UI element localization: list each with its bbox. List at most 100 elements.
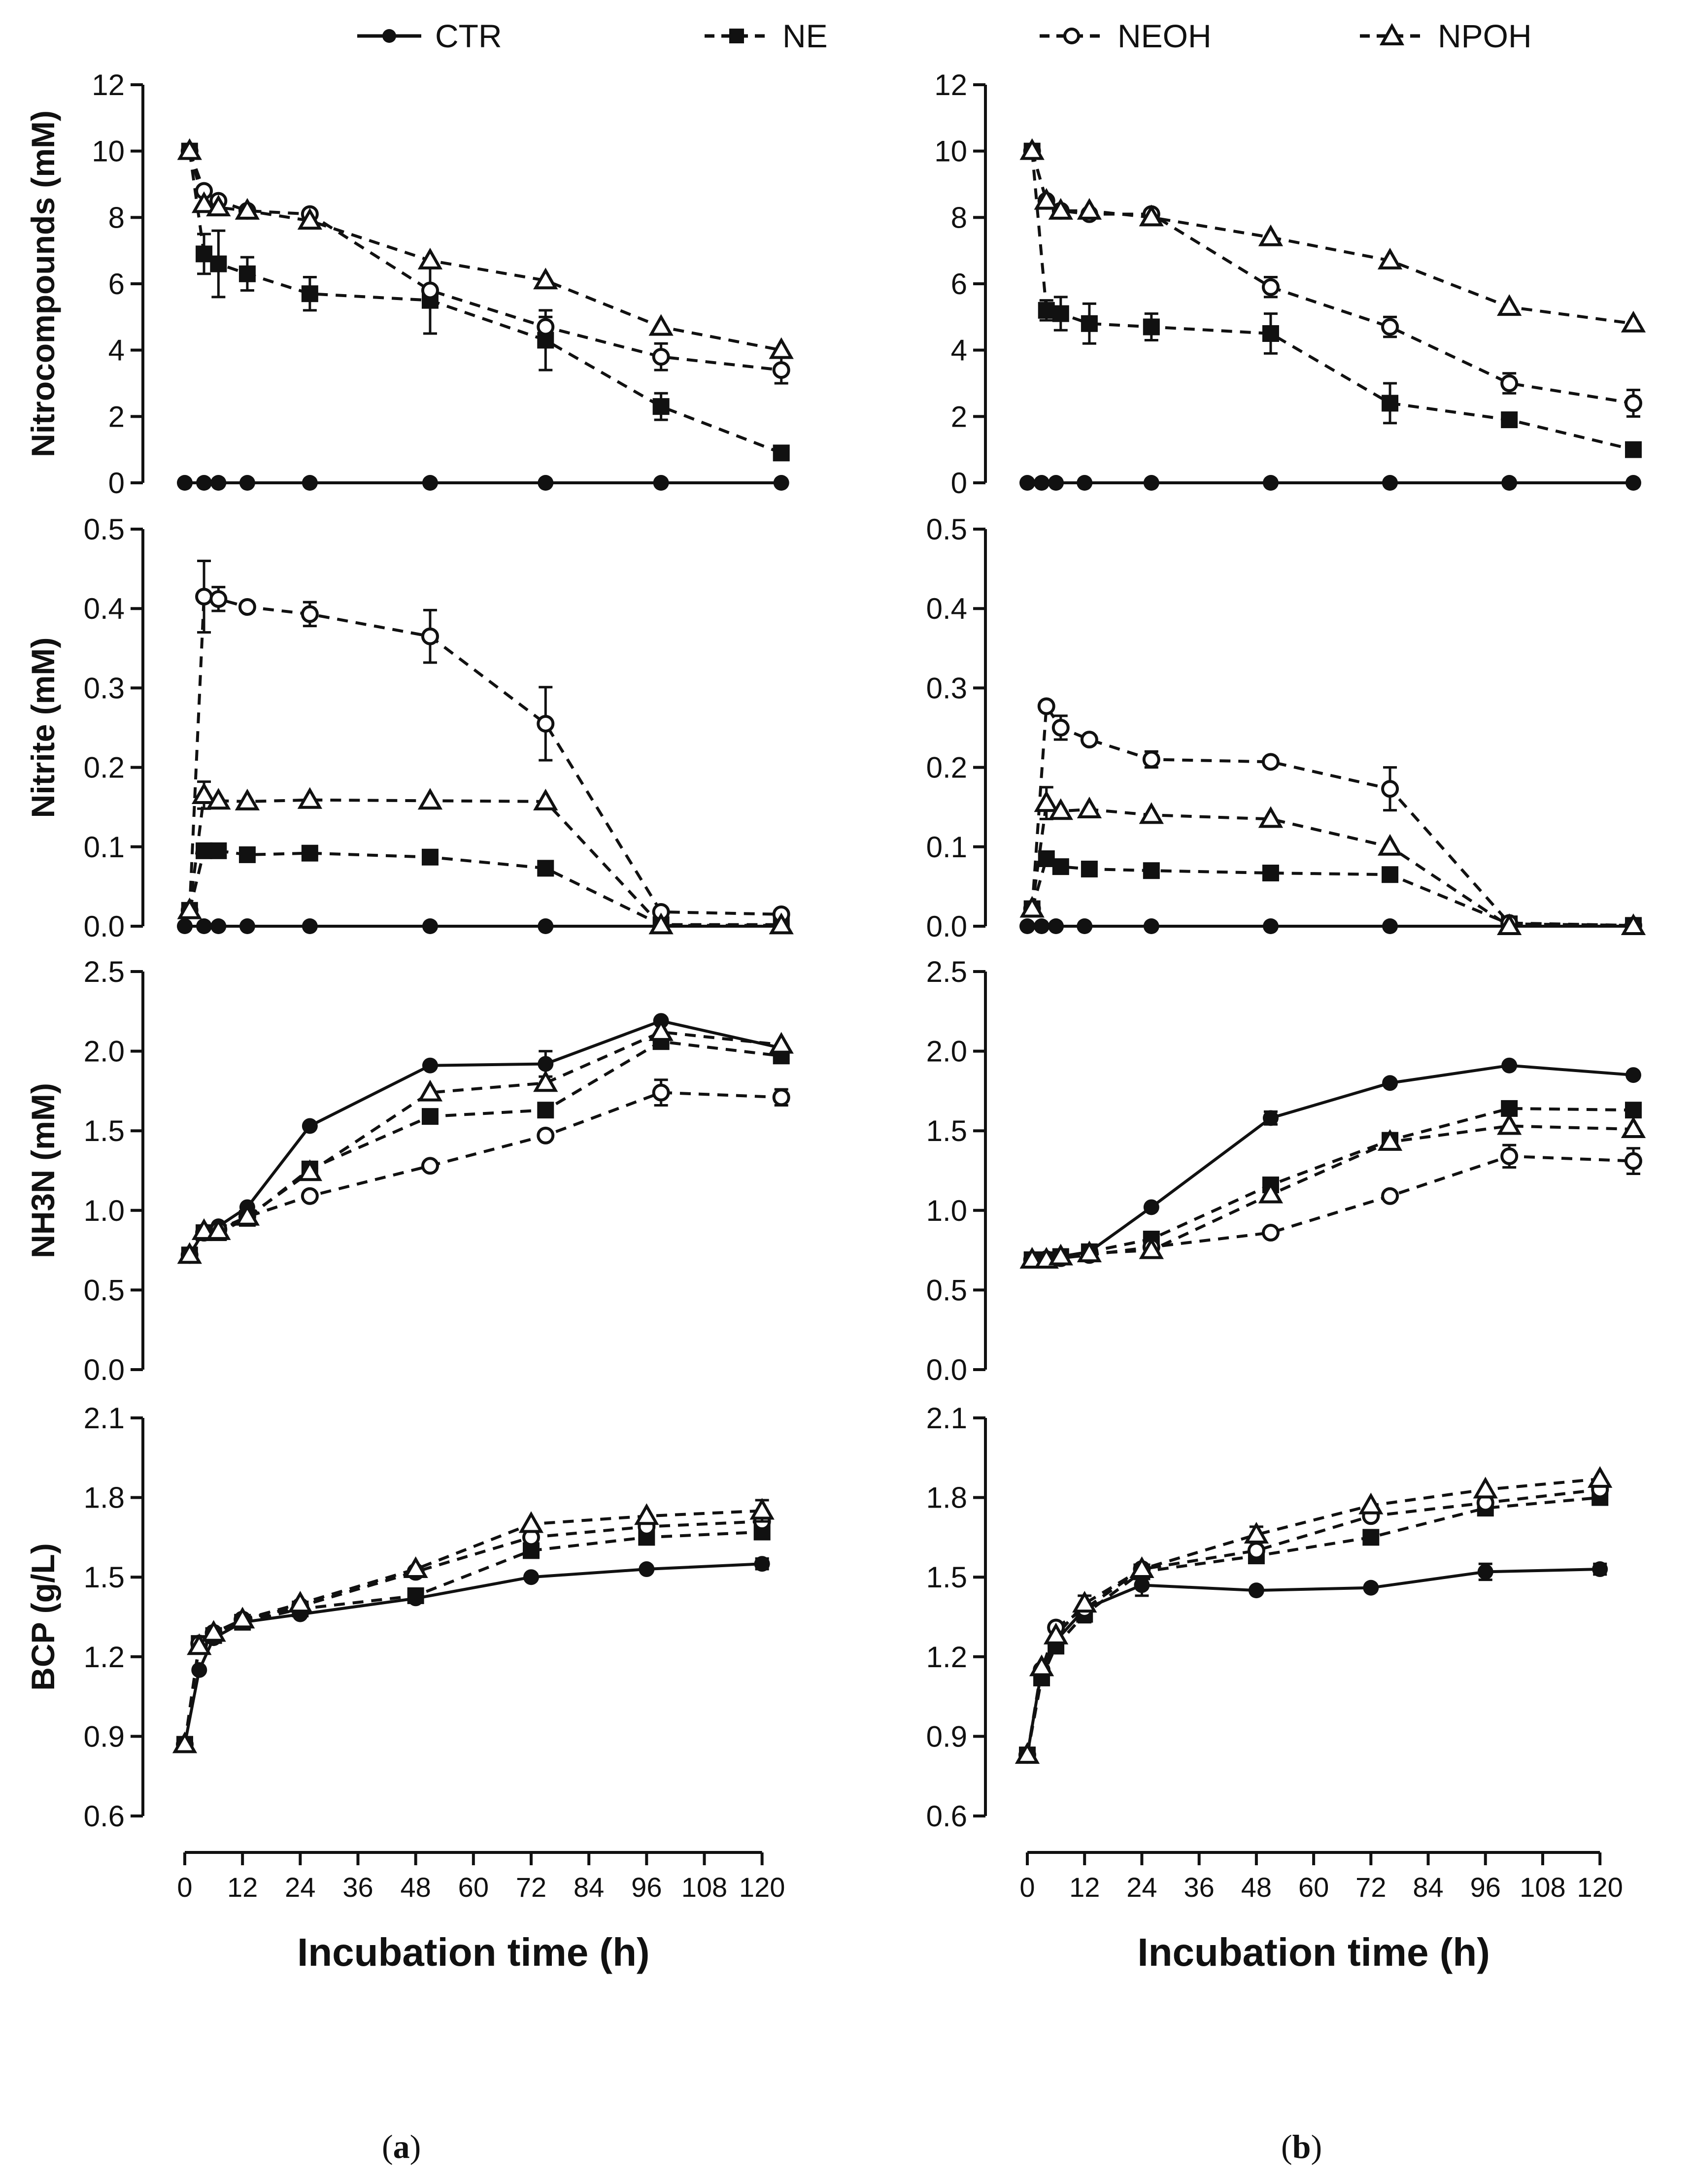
y-tick-label: 0.5: [84, 513, 125, 546]
point-ne: [537, 860, 554, 877]
point-ne: [1143, 862, 1160, 879]
point-ctr: [1592, 1561, 1608, 1578]
series-line-npoh: [183, 1509, 762, 1745]
x-tick-label: 108: [681, 1872, 727, 1903]
x-axis-label: Incubation time (h): [297, 1930, 650, 1974]
x-tick-label: 72: [1355, 1872, 1386, 1903]
y-tick-label: 8: [951, 201, 967, 234]
y-axis-label: Nitrite (mM): [25, 638, 61, 818]
point-ne: [1501, 411, 1518, 429]
series-line-ne: [1032, 1107, 1634, 1261]
point-neoh: [1624, 394, 1642, 412]
point-ctr: [1034, 475, 1050, 491]
point-npoh: [1621, 913, 1646, 935]
point-ne: [1262, 864, 1279, 881]
panel-label-a: (a): [382, 2128, 421, 2165]
point-npoh: [1048, 798, 1073, 820]
point-neoh: [1500, 374, 1519, 392]
y-tick-label: 6: [951, 268, 967, 301]
y-tick-label: 2: [108, 400, 125, 433]
legend-marker-ne: [705, 29, 769, 43]
chart-a-2: 0.0 0.1 0.2 0.3 0.4 0.5 Nitrite (mM): [25, 513, 794, 943]
point-ctr: [302, 1118, 318, 1134]
point-ctr: [754, 1556, 770, 1572]
y-tick-label: 4: [108, 334, 125, 367]
point-neoh: [301, 605, 319, 623]
series-line-ctr: [183, 1562, 762, 1745]
x-tick-label: 48: [401, 1872, 431, 1903]
legend-label-ctr: CTR: [435, 18, 502, 54]
point-ne: [238, 265, 256, 282]
point-npoh: [1034, 188, 1059, 210]
y-tick-label: 0.4: [926, 592, 967, 625]
legend-label-npoh: NPOH: [1438, 18, 1532, 54]
point-ne: [196, 842, 213, 859]
y-tick-label: 10: [92, 135, 125, 168]
point-ne: [210, 842, 227, 859]
y-tick-label: 0.4: [84, 592, 125, 625]
point-npoh: [417, 1079, 443, 1102]
y-tick-label: 4: [951, 334, 967, 367]
point-npoh: [177, 897, 202, 919]
legend-label-ne: NE: [782, 18, 828, 54]
x-tick-label: 72: [516, 1872, 546, 1903]
series-line-ne: [1030, 151, 1634, 451]
point-ctr: [1625, 1067, 1641, 1083]
x-tick-label: 96: [631, 1872, 662, 1903]
point-ctr: [302, 475, 318, 491]
x-tick-label: 24: [285, 1872, 315, 1903]
point-ctr: [1019, 475, 1035, 491]
point-ctr: [1262, 918, 1279, 934]
point-npoh: [1019, 138, 1045, 160]
series-line-npoh: [1030, 801, 1633, 928]
point-ctr: [1501, 475, 1518, 491]
point-ctr: [1048, 918, 1064, 934]
point-npoh: [206, 1218, 231, 1240]
point-ctr: [639, 1561, 655, 1578]
y-tick-label: 0.0: [926, 910, 967, 943]
point-ctr: [538, 1056, 554, 1072]
point-ctr: [191, 1662, 207, 1678]
y-tick-label: 1.0: [926, 1194, 967, 1227]
y-axis-label: Nitrocompounds (mM): [25, 110, 61, 457]
point-npoh: [1358, 1492, 1384, 1514]
point-ctr: [422, 475, 438, 491]
point-npoh: [1258, 1181, 1284, 1204]
point-ne: [1052, 305, 1069, 322]
point-npoh: [1048, 1243, 1073, 1266]
y-tick-label: 2.5: [84, 955, 125, 988]
point-ne: [773, 444, 790, 462]
point-ne: [537, 1102, 554, 1119]
point-npoh: [769, 1032, 794, 1054]
point-ctr: [177, 918, 193, 934]
y-tick-label: 2.5: [926, 955, 967, 988]
y-axis-label: BCP (g/L): [25, 1543, 61, 1690]
y-tick-label: 0.1: [84, 831, 125, 864]
y-tick-label: 1.2: [84, 1641, 125, 1674]
point-ctr: [1034, 918, 1050, 934]
x-tick-label: 12: [1069, 1872, 1100, 1903]
point-npoh: [417, 247, 443, 269]
point-ne: [1625, 441, 1642, 458]
point-npoh: [201, 1620, 226, 1642]
point-ctr: [1048, 475, 1064, 491]
point-ctr: [177, 475, 193, 491]
point-neoh: [1261, 278, 1280, 296]
point-npoh: [1077, 796, 1102, 819]
x-tick-label: 96: [1470, 1872, 1501, 1903]
point-npoh: [1129, 1556, 1154, 1579]
point-ctr: [196, 918, 212, 934]
point-ctr: [773, 475, 789, 491]
point-ctr: [538, 475, 554, 491]
point-ctr: [302, 918, 318, 934]
point-neoh: [537, 714, 555, 733]
chart-b-3: 0.0 0.5 1.0 1.5 2.0 2.5: [926, 955, 1646, 1386]
point-npoh: [177, 1242, 202, 1264]
panel-label-b-letter: b: [1292, 2128, 1311, 2165]
point-npoh: [533, 268, 558, 290]
y-tick-label: 12: [92, 68, 125, 101]
point-neoh: [537, 318, 555, 336]
point-npoh: [172, 1731, 198, 1753]
x-axis-b: 0 12 24 36 48 60 72 84 96 108 120 Incubation time (…: [1019, 1851, 1623, 1974]
point-ne: [1262, 325, 1279, 342]
